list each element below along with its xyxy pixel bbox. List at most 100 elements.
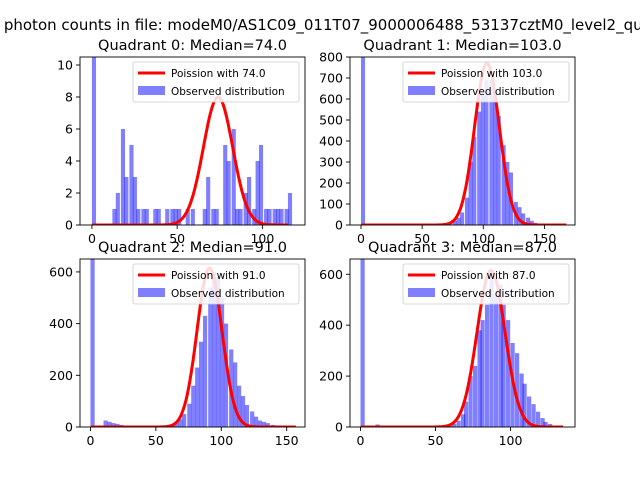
histogram-bar xyxy=(190,209,195,225)
legend-box xyxy=(402,263,570,305)
histogram-bar xyxy=(236,385,242,427)
poisson-curve xyxy=(91,95,289,225)
legend: Poission with 87.0 Observed distribution xyxy=(402,263,570,305)
histogram-bar xyxy=(515,353,520,427)
histogram-bar xyxy=(473,365,478,427)
histogram-bar xyxy=(226,161,231,225)
panel-title: Quadrant 2: Median=91.0 xyxy=(98,240,287,256)
histogram-bar xyxy=(452,423,457,427)
histogram-bar xyxy=(494,294,499,427)
legend-poisson-label: Poission with 74.0 xyxy=(171,68,266,80)
histogram-bar xyxy=(496,115,501,225)
histogram-bar xyxy=(199,341,204,427)
histogram-bar xyxy=(90,259,95,427)
histogram-bar xyxy=(265,423,270,427)
y-tick-label: 10 xyxy=(57,58,73,73)
x-tick-label: 100 xyxy=(250,231,274,246)
histogram-bar xyxy=(233,362,238,427)
histogram-bar xyxy=(480,320,485,427)
histogram-bar xyxy=(185,209,190,225)
x-tick-label: 150 xyxy=(532,231,556,246)
legend-observed-label: Observed distribution xyxy=(441,288,555,300)
histogram-bar xyxy=(461,414,466,427)
histogram-bar xyxy=(250,411,255,427)
x-tick-label: 0 xyxy=(357,231,365,246)
histogram-bar xyxy=(255,161,260,225)
histogram-bar xyxy=(536,411,541,427)
histogram-bar xyxy=(284,209,289,225)
histogram-bar xyxy=(144,209,149,225)
legend-poisson-label: Poission with 87.0 xyxy=(441,270,536,282)
histogram-bar xyxy=(543,421,548,427)
histogram-bar xyxy=(231,129,236,225)
chart-panel-1: 0 50 100 150 0 100 200 300 400 500 600 700 800 Quadra… xyxy=(319,38,576,246)
histogram-bar xyxy=(257,420,263,427)
x-tick-label: 50 xyxy=(148,433,164,448)
histogram-bar xyxy=(156,209,161,225)
histogram-bar xyxy=(223,323,229,427)
histogram-bar xyxy=(214,209,219,225)
histogram-bar xyxy=(287,193,293,225)
histogram-bar xyxy=(187,403,192,427)
histogram-bar xyxy=(456,217,461,225)
histogram-bar xyxy=(519,373,524,427)
histogram-bar xyxy=(178,419,183,427)
histogram-bar xyxy=(202,209,207,225)
histogram-bar xyxy=(472,136,477,225)
legend-observed-swatch xyxy=(138,86,165,95)
y-tick-label: 2 xyxy=(65,186,73,201)
histogram-bar xyxy=(522,383,527,427)
axes-frame xyxy=(79,258,306,428)
chart-panel-2: 0 50 100 150 0 200 400 600 Quadrant 2: Median=91… xyxy=(49,240,306,448)
histogram-bar xyxy=(240,395,246,427)
histogram-bar xyxy=(202,315,208,427)
histogram-bar xyxy=(261,421,267,427)
histogram-bar xyxy=(267,209,272,225)
figure-suptitle: Histogram of photon counts in file: mode… xyxy=(0,16,640,35)
x-tick-label: 50 xyxy=(169,231,185,246)
y-tick-label: 200 xyxy=(319,369,343,384)
y-tick-label: 300 xyxy=(319,155,343,170)
histogram-bar xyxy=(276,209,281,225)
legend: Poission with 91.0 Observed distribution xyxy=(132,263,300,305)
histogram-bar xyxy=(452,220,457,225)
histogram-bar xyxy=(115,193,120,225)
y-tick-label: 0 xyxy=(335,218,343,233)
legend: Poission with 103.0 Observed distribution xyxy=(402,61,570,103)
histogram-bar xyxy=(501,145,506,225)
histogram-bar xyxy=(174,423,179,427)
y-tick-label: 0 xyxy=(65,420,73,435)
histogram-bar xyxy=(485,304,490,427)
histogram-bar xyxy=(464,197,469,225)
histogram-bar xyxy=(526,217,531,225)
y-tick-label: 0 xyxy=(335,420,343,435)
histogram-bar xyxy=(111,423,116,427)
plot-area xyxy=(359,259,564,427)
histogram-bar xyxy=(506,320,511,427)
y-tick-label: 600 xyxy=(49,264,73,279)
histogram-bar xyxy=(212,271,217,427)
histogram-bar xyxy=(460,212,465,225)
histogram-bar xyxy=(517,207,522,225)
histogram-bar xyxy=(182,414,187,427)
histogram-bar xyxy=(247,177,252,225)
y-tick-label: 100 xyxy=(319,197,343,212)
histogram-bar xyxy=(112,209,117,225)
y-tick-label: 4 xyxy=(65,154,73,169)
histogram-bar xyxy=(244,405,250,427)
histogram-bar xyxy=(489,276,494,427)
histogram-bar xyxy=(243,193,248,225)
histogram-bar xyxy=(129,145,134,225)
histogram-bar xyxy=(527,396,532,427)
y-tick-label: 400 xyxy=(319,134,343,149)
histogram-bar xyxy=(480,94,485,225)
legend-observed-label: Observed distribution xyxy=(171,86,285,98)
y-tick-label: 600 xyxy=(319,267,343,282)
legend-observed-swatch xyxy=(408,288,435,297)
histogram-bar xyxy=(141,209,146,225)
y-tick-label: 600 xyxy=(319,92,343,107)
legend-box xyxy=(132,263,300,305)
histogram-bar xyxy=(540,418,545,427)
poisson-curve xyxy=(89,266,297,427)
histogram-bar xyxy=(464,401,469,427)
